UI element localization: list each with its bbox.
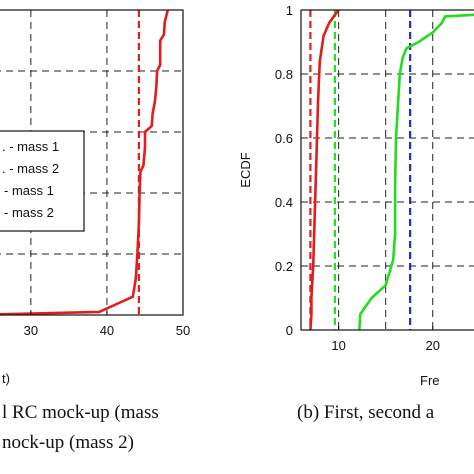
plot-area-1 [0,10,183,315]
figure-caption-line: l RC mock-up (mass [2,402,159,423]
legend-box [0,130,85,232]
x-tick-label: 10 [331,338,345,353]
y-tick-label: 0.8 [275,67,293,82]
x-axis-label: Fre [420,373,440,388]
x-tick-label: 30 [24,323,38,338]
axes-frame-1 [0,9,184,316]
x-axis-label: t) [2,371,10,386]
legend-entry: - mass 1 [4,183,54,198]
figure-caption-line: (b) First, second a [297,402,435,423]
x-tick-label: 50 [176,323,190,338]
figure-caption-line: nock-up (mass 2) [2,432,134,453]
legend-entry: . - mass 2 [2,161,59,176]
series-line-1 [309,10,340,330]
legend-entry: - mass 2 [4,205,54,220]
x-tick-label: 40 [100,323,114,338]
y-tick-label: 0.6 [275,131,293,146]
legend: . - mass 1 . - mass 2 - mass 1 - mass 2 [0,130,85,232]
series-line-2 [358,13,474,330]
y-tick-label: 0.4 [275,195,293,210]
x-tick-label: 20 [425,338,439,353]
legend-entry: . - mass 1 [2,139,59,154]
axes-frame-2 [300,9,474,331]
y-tick-label: 0 [286,323,293,338]
y-axis-label: ECDF [238,152,253,187]
y-tick-label: 1 [286,3,293,18]
series-line-1 [0,10,170,315]
plot-area-2 [301,10,474,330]
y-tick-label: 0.2 [275,259,293,274]
